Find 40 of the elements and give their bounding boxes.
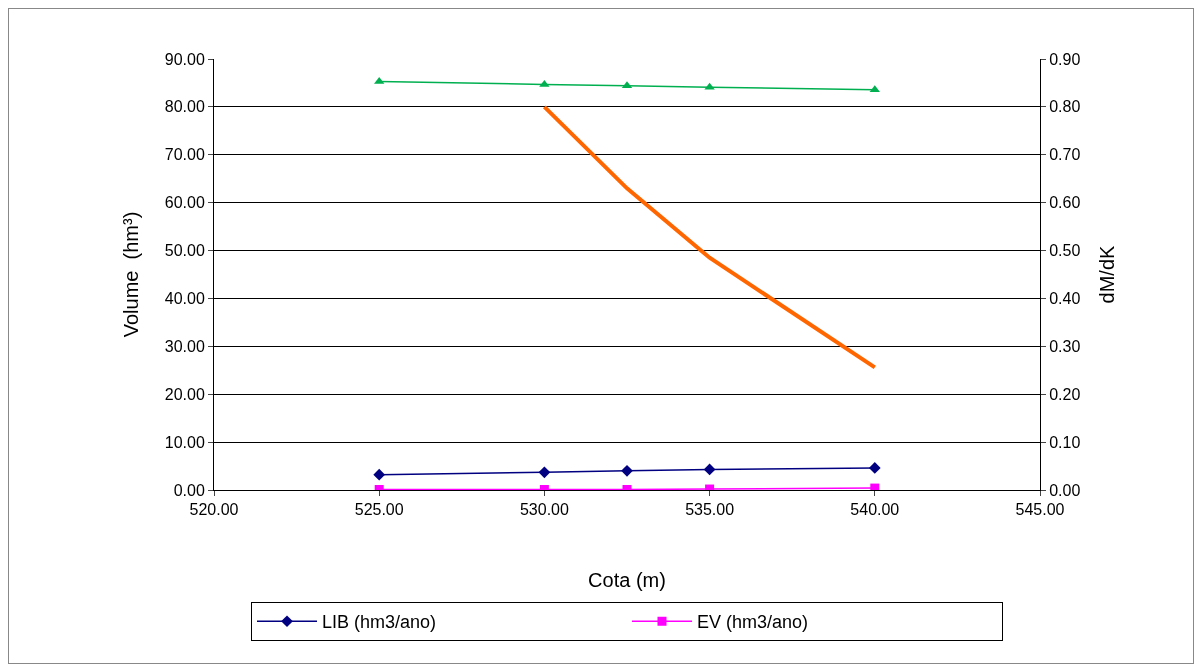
point: [704, 82, 715, 90]
point: [703, 463, 716, 476]
y2-tick-label: 0.70: [1049, 146, 1081, 164]
y-tick-label: 80.00: [164, 98, 205, 116]
y-tick-label: 50.00: [164, 242, 205, 260]
y2-tick-label: 0.40: [1049, 290, 1081, 308]
point: [870, 483, 880, 490]
y-tick-label: 90.00: [164, 50, 205, 68]
x-tick-label: 535.00: [685, 501, 735, 519]
point: [373, 468, 386, 481]
y2-tick-label: 0.00: [1049, 481, 1081, 499]
y2-axis-title: dM/dK: [1095, 244, 1118, 304]
legend-label: EV (hm3/ano): [697, 612, 809, 633]
x-tick-label: 525.00: [354, 501, 404, 519]
y2-tick-label: 0.30: [1049, 337, 1081, 355]
x-tick-label: 540.00: [850, 501, 900, 519]
y-tick-label: 70.00: [164, 146, 205, 164]
y-axis-title: Volume (hm³): [120, 211, 143, 338]
x-tick-label: 530.00: [519, 501, 569, 519]
y2-tick-label: 0.10: [1049, 433, 1081, 451]
y-tick-label: 10.00: [164, 433, 205, 451]
y2-tick-label: 0.80: [1049, 98, 1081, 116]
y-tick-label: 40.00: [164, 290, 205, 308]
y-tick-label: 30.00: [164, 337, 205, 355]
y2-tick-label: 0.90: [1049, 50, 1081, 68]
line-series: [542, 104, 877, 370]
x-tick-label: 520.00: [189, 501, 239, 519]
y-tick-label: 60.00: [164, 194, 205, 212]
y-tick-label: 20.00: [164, 385, 205, 403]
legend-label: LIB (hm3/ano): [322, 612, 437, 633]
point: [539, 79, 550, 87]
point: [538, 466, 551, 479]
y-tick-label: 0.00: [173, 481, 205, 499]
point: [868, 462, 881, 474]
y2-tick-label: 0.60: [1049, 194, 1081, 212]
y2-tick-label: 0.20: [1049, 385, 1081, 403]
x-tick-label: 545.00: [1015, 501, 1065, 519]
point: [621, 464, 633, 477]
x-axis-title: Cota (m): [588, 568, 666, 591]
y2-tick-label: 0.50: [1049, 242, 1081, 260]
